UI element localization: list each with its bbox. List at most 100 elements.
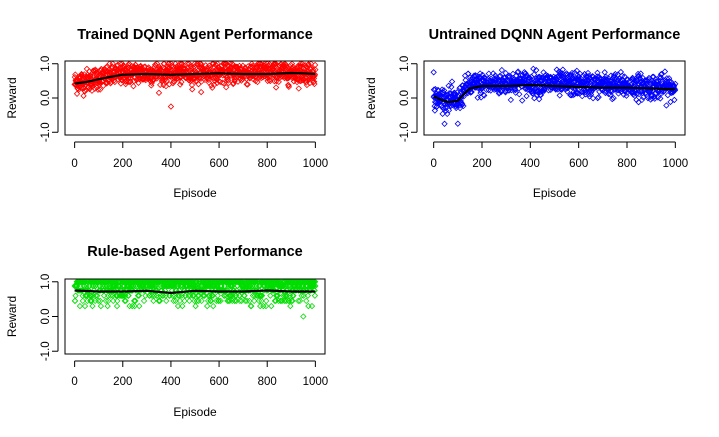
data-point	[124, 78, 132, 86]
data-point	[284, 282, 292, 290]
data-point	[661, 68, 669, 75]
y-tick-label: -1.0	[399, 122, 411, 142]
data-point	[117, 80, 125, 87]
data-point	[624, 76, 632, 83]
data-point	[256, 287, 263, 294]
data-point	[660, 88, 667, 95]
data-point	[442, 104, 449, 112]
data-point	[442, 107, 450, 114]
data-point	[223, 287, 231, 294]
data-point	[588, 88, 595, 96]
x-tick-label: 400	[521, 158, 540, 170]
data-point	[268, 302, 275, 310]
data-point	[81, 302, 89, 310]
data-point	[496, 89, 503, 96]
data-point	[135, 292, 143, 299]
data-point	[125, 282, 132, 290]
data-point	[282, 292, 289, 299]
x-tick-label: 200	[113, 158, 132, 170]
data-point	[573, 67, 581, 75]
data-point	[664, 92, 671, 99]
data-point	[297, 60, 304, 67]
data-point	[663, 102, 670, 109]
data-point	[98, 78, 106, 85]
data-point	[171, 78, 178, 85]
data-point	[147, 287, 155, 294]
data-point	[104, 302, 111, 310]
data-point	[586, 74, 594, 82]
data-point	[197, 88, 205, 96]
data-point	[595, 93, 602, 101]
data-point	[102, 297, 110, 305]
data-point	[566, 78, 573, 85]
data-point	[609, 95, 616, 103]
x-tick-label: 600	[209, 158, 228, 170]
data-point	[150, 297, 157, 305]
data-point	[81, 282, 88, 290]
y-tick-label: -1.0	[40, 341, 52, 361]
data-point	[71, 282, 78, 290]
y-tick-label: 0.0	[399, 90, 411, 106]
data-point	[170, 297, 177, 305]
x-axis: 0 200 400 600 800 1000	[430, 141, 688, 170]
data-point	[132, 297, 139, 305]
data-point	[311, 278, 319, 285]
x-tick-label: 1000	[303, 158, 329, 170]
data-point	[293, 282, 300, 290]
data-point	[135, 79, 142, 86]
data-point	[87, 297, 94, 305]
x-tick-label: 400	[161, 376, 180, 388]
data-point	[192, 282, 200, 290]
data-point	[262, 302, 270, 310]
data-point	[272, 297, 280, 305]
plot-frame	[64, 60, 326, 136]
data-point	[634, 70, 642, 78]
data-point	[167, 103, 175, 110]
data-point	[106, 287, 113, 294]
data-point	[94, 86, 102, 93]
data-point	[309, 73, 316, 80]
data-point	[512, 89, 519, 96]
y-axis-label: Reward	[5, 77, 19, 118]
data-point	[242, 297, 249, 305]
chart-title: Untrained DQNN Agent Performance	[429, 27, 681, 43]
data-point	[113, 302, 121, 310]
data-point	[148, 282, 155, 290]
data-point	[305, 61, 312, 68]
data-point	[105, 292, 112, 299]
data-point	[255, 297, 263, 305]
data-point	[121, 297, 128, 305]
data-point	[247, 282, 254, 290]
data-point	[524, 86, 531, 93]
trend-line	[433, 83, 676, 104]
data-point	[181, 297, 188, 305]
data-point	[217, 297, 224, 305]
data-point	[126, 302, 133, 310]
data-point	[502, 69, 509, 77]
data-point	[178, 78, 185, 86]
data-point	[107, 292, 114, 299]
data-point	[504, 73, 512, 81]
data-point	[252, 70, 260, 77]
data-point	[236, 297, 244, 305]
data-point	[109, 60, 116, 67]
data-point	[288, 297, 295, 305]
data-point	[213, 297, 220, 305]
data-point	[295, 85, 302, 92]
data-point	[177, 282, 185, 290]
data-point	[229, 297, 236, 305]
data-point	[246, 297, 253, 305]
data-point	[217, 78, 224, 86]
data-point	[305, 302, 312, 310]
data-point	[119, 292, 126, 299]
data-point	[298, 292, 305, 299]
data-point	[80, 92, 87, 99]
data-point	[531, 95, 538, 102]
data-point	[610, 94, 617, 102]
data-point	[100, 292, 108, 299]
y-tick-label: 1.0	[40, 274, 52, 290]
data-point	[209, 292, 217, 299]
data-point	[179, 302, 186, 310]
data-point	[243, 297, 251, 305]
